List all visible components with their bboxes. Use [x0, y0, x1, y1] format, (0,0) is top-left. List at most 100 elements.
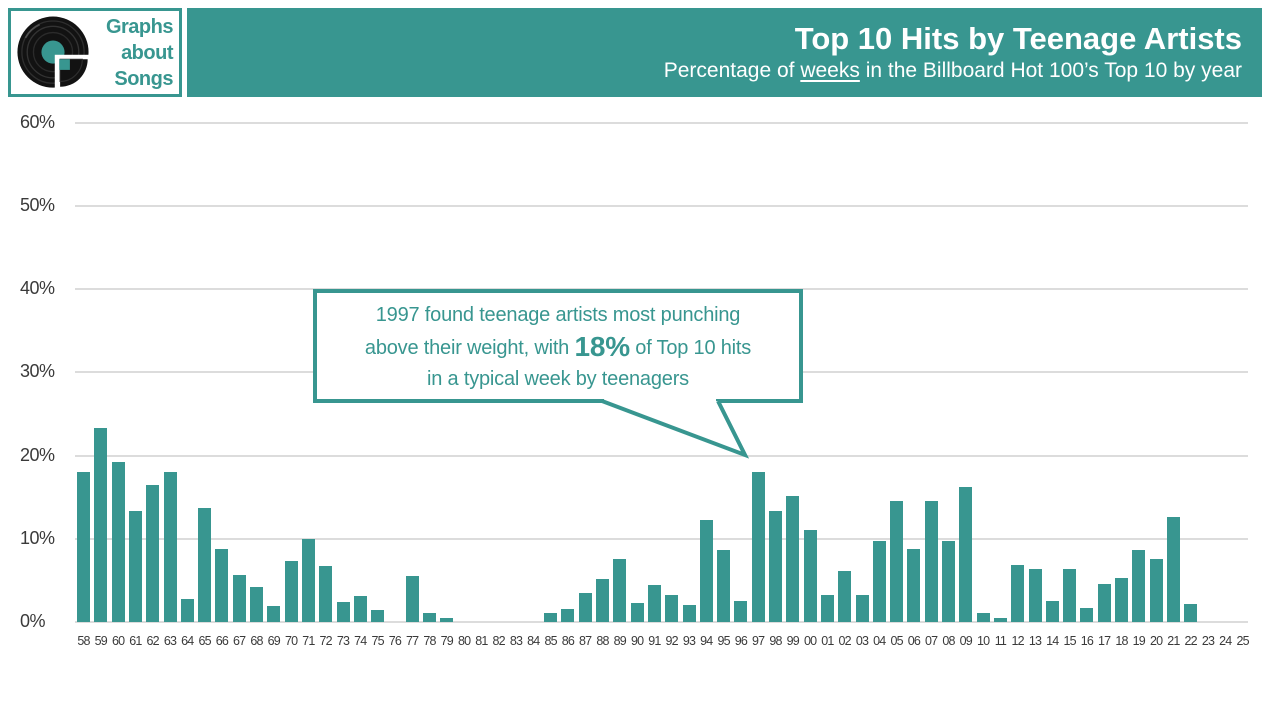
bar-00: [803, 529, 817, 622]
bar-02: [838, 571, 852, 622]
bar-14: [1045, 601, 1059, 622]
bar-93: [682, 605, 696, 622]
x-axis-label-66: 66: [215, 634, 229, 648]
x-axis-label-10: 10: [976, 634, 990, 648]
x-axis-label-58: 58: [77, 634, 90, 648]
bar-16: [1080, 607, 1094, 622]
bar-95: [717, 550, 731, 622]
x-axis-label-25: 25: [1236, 634, 1249, 648]
bar-86: [561, 608, 575, 622]
x-axis-label-91: 91: [648, 634, 661, 648]
x-axis-label-68: 68: [250, 634, 263, 648]
x-axis-label-73: 73: [336, 634, 350, 648]
x-axis-label-23: 23: [1201, 634, 1215, 648]
x-axis-label-07: 07: [925, 634, 938, 648]
bar-88: [596, 578, 609, 622]
x-axis-label-19: 19: [1132, 634, 1146, 648]
bar-68: [250, 587, 263, 622]
x-axis-label-89: 89: [613, 634, 627, 648]
bar-19: [1132, 549, 1146, 622]
bar-99: [786, 496, 800, 622]
bar-85: [544, 612, 558, 622]
x-axis-label-00: 00: [803, 634, 817, 648]
vinyl-record-icon: [17, 16, 93, 92]
y-axis-label-50%: 50%: [20, 195, 55, 215]
x-axis-label-70: 70: [284, 634, 298, 648]
bar-18: [1115, 577, 1128, 622]
gridline-10%: [75, 537, 1248, 540]
bar-63: [163, 472, 177, 622]
x-axis-label-84: 84: [527, 634, 540, 648]
bar-08: [942, 541, 955, 622]
x-axis-label-20: 20: [1149, 634, 1163, 648]
x-axis-label-03: 03: [855, 634, 869, 648]
bar-91: [647, 584, 661, 622]
bar-67: [232, 575, 246, 622]
annotation-callout: 1997 found teenage artists most punching…: [313, 289, 803, 403]
bar-64: [180, 598, 194, 622]
x-axis-label-80: 80: [457, 634, 471, 648]
x-axis-label-62: 62: [146, 634, 160, 648]
bar-10: [976, 612, 990, 622]
bar-69: [267, 606, 281, 622]
bar-01: [820, 594, 834, 622]
logo-text: Graphs about Songs: [93, 14, 174, 92]
x-axis-label-82: 82: [492, 634, 506, 648]
x-axis-label-87: 87: [579, 634, 592, 648]
x-axis-label-22: 22: [1184, 634, 1198, 648]
x-axis-label-96: 96: [734, 634, 748, 648]
x-axis-label-76: 76: [388, 634, 402, 648]
annotation-line-3: in a typical week by teenagers: [427, 368, 689, 390]
logo: Graphs about Songs: [8, 8, 182, 97]
x-axis-label-97: 97: [752, 634, 765, 648]
x-axis-label-63: 63: [163, 634, 177, 648]
bar-20: [1149, 558, 1163, 622]
x-axis-label-65: 65: [198, 634, 211, 648]
bar-15: [1063, 568, 1077, 622]
subtitle-prefix: Percentage of: [663, 59, 801, 82]
gridline-20%: [75, 454, 1248, 457]
x-axis-label-64: 64: [181, 634, 194, 648]
bar-60: [111, 462, 125, 622]
y-axis-label-30%: 30%: [20, 361, 55, 382]
x-axis-label-61: 61: [129, 634, 142, 648]
x-axis-label-18: 18: [1115, 634, 1128, 648]
bar-58: [77, 472, 90, 622]
bar-07: [924, 500, 938, 622]
bar-77: [405, 576, 419, 622]
x-axis-label-79: 79: [440, 634, 454, 648]
x-axis-label-01: 01: [821, 634, 834, 648]
x-axis-label-17: 17: [1098, 634, 1111, 648]
header-banner: Top 10 Hits by Teenage Artists Percentag…: [187, 8, 1262, 97]
chart-title: Top 10 Hits by Teenage Artists: [794, 21, 1242, 56]
annotation-line2-prefix: above their weight, with: [364, 337, 575, 359]
annotation-highlight-value: 18%: [574, 331, 630, 362]
x-axis-label-60: 60: [111, 634, 125, 648]
x-axis-label-05: 05: [890, 634, 903, 648]
bar-62: [146, 484, 160, 622]
x-axis-label-71: 71: [302, 634, 315, 648]
x-axis-label-95: 95: [717, 634, 730, 648]
bar-61: [128, 510, 142, 622]
x-axis-label-21: 21: [1167, 634, 1180, 648]
bar-21: [1166, 517, 1180, 622]
x-axis-label-04: 04: [873, 634, 886, 648]
bar-04: [872, 541, 886, 622]
annotation-line-2: above their weight, with 18% of Top 10 h…: [317, 331, 799, 364]
y-axis-label-60%: 60%: [20, 111, 55, 132]
bar-66: [215, 548, 229, 622]
x-axis-label-59: 59: [94, 634, 108, 648]
x-axis-label-06: 06: [907, 634, 921, 648]
x-axis-label-99: 99: [786, 634, 800, 648]
x-axis-label-74: 74: [354, 634, 367, 648]
x-axis-label-83: 83: [509, 634, 523, 648]
gridline-50%: [75, 205, 1248, 207]
x-axis-label-81: 81: [475, 634, 488, 648]
x-axis-label-02: 02: [838, 634, 852, 648]
bar-65: [198, 508, 212, 622]
x-axis-label-94: 94: [700, 634, 713, 648]
bar-11: [993, 617, 1007, 622]
x-axis-label-90: 90: [630, 634, 644, 648]
bar-59: [94, 428, 108, 622]
bar-74: [353, 596, 367, 622]
